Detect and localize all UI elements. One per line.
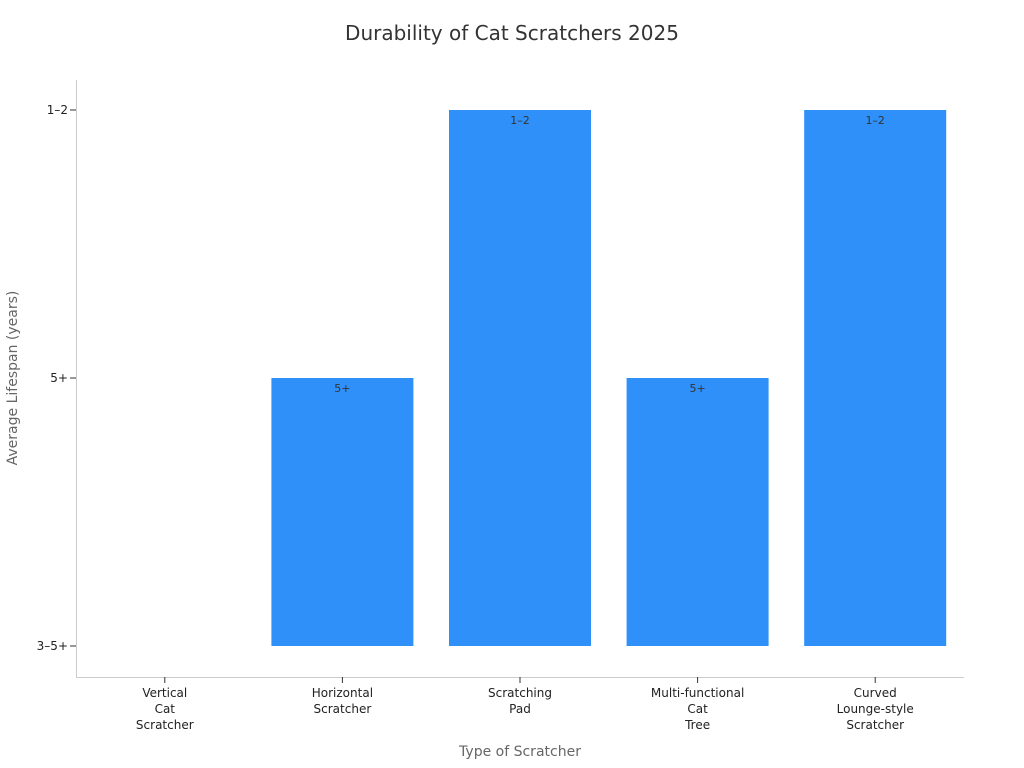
x-ticks-group: Vertical Cat Scratcher Horizontal Scratcher S… bbox=[136, 677, 914, 732]
y-tick-label: 5+ bbox=[50, 371, 68, 385]
x-tick-label: Multi-functional Cat Tree bbox=[651, 686, 744, 732]
x-tick-label: Vertical Cat Scratcher bbox=[136, 686, 194, 732]
bar-data-label: 1–2 bbox=[865, 114, 885, 127]
y-tick-label: 3–5+ bbox=[37, 639, 68, 653]
chart-title: Durability of Cat Scratchers 2025 bbox=[345, 21, 679, 45]
bar bbox=[449, 110, 591, 646]
bar bbox=[804, 110, 947, 646]
bar bbox=[271, 378, 414, 646]
x-tick-label: Scratching Pad bbox=[488, 686, 552, 716]
y-tick-label: 1–2 bbox=[47, 103, 68, 117]
x-tick-label: Curved Lounge-style Scratcher bbox=[837, 686, 914, 732]
bar-data-label: 1–2 bbox=[510, 114, 530, 127]
y-ticks-group: 3–5+ 5+ 1–2 bbox=[37, 103, 76, 653]
x-axis-title: Type of Scratcher bbox=[458, 744, 581, 760]
bar-data-label: 5+ bbox=[689, 382, 705, 395]
bars-group: 5+ 1–2 5+ 1–2 bbox=[271, 110, 947, 646]
bar-data-label: 5+ bbox=[334, 382, 350, 395]
y-axis-title: Average Lifespan (years) bbox=[5, 291, 21, 466]
bar bbox=[626, 378, 769, 646]
x-tick-label: Horizontal Scratcher bbox=[312, 686, 373, 716]
